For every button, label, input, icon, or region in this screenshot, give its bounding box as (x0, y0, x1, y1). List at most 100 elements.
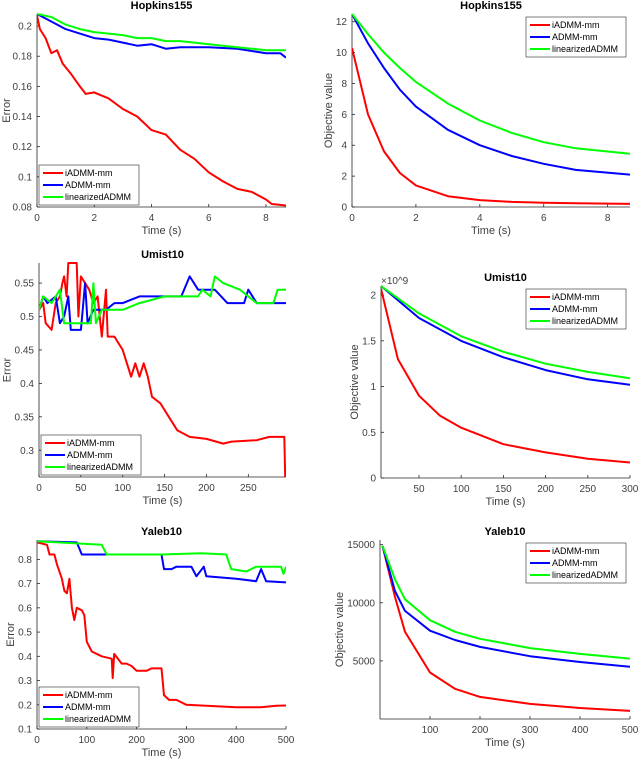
x-tick-label: 4 (149, 213, 155, 224)
subplot-3: 0 50 100 150 200 250 0.3 0.35 0.4 0.45 0.5 0.55 Umis… (2, 249, 286, 507)
legend-entry: linearizedADMM (67, 462, 133, 472)
chart-title: Umist10 (141, 249, 184, 261)
y-tick-label: 0.3 (20, 446, 34, 457)
x-axis-label: Time (s) (142, 747, 182, 759)
series-line-admm-mm (381, 285, 630, 386)
chart-title: Yaleb10 (485, 526, 526, 538)
y-tick-label: 0.45 (15, 345, 35, 356)
series-line-iadmm-mm (381, 288, 630, 464)
y-tick-label: 0.14 (13, 112, 33, 123)
y-tick-label: 0 (370, 474, 376, 485)
legend-entry: iADMM-mm (65, 690, 113, 700)
x-tick-label: 8 (605, 213, 611, 224)
y-axis-label: Error (1, 98, 13, 123)
y-tick-label: 15000 (347, 540, 375, 551)
x-tick-label: 50 (413, 484, 425, 495)
legend-entry: linearizedADMM (552, 316, 618, 326)
series-line-iadmm-mm (352, 47, 630, 205)
series-line-iadmm-mm (39, 262, 286, 477)
x-tick-label: 0 (349, 213, 355, 224)
x-tick-label: 6 (541, 213, 547, 224)
series-line-iadmm-mm (381, 545, 630, 712)
x-tick-label: 0 (34, 213, 40, 224)
x-tick-label: 2 (91, 213, 97, 224)
subplot-1: 0 2 4 6 8 0.08 0.1 0.12 0.14 0.16 0.18 0.2 Hopkins15… (1, 0, 286, 237)
series-line-linearizedadmm (39, 275, 286, 325)
y-axis-label: Error (5, 622, 17, 647)
x-tick-label: 0 (34, 735, 40, 746)
y-axis-label: Objective value (334, 592, 346, 667)
legend: iADMM-mm ADMM-mm linearizedADMM (525, 542, 627, 584)
y-tick-label: 0.4 (18, 652, 32, 663)
x-tick-label: 4 (477, 213, 483, 224)
series-line-admm-mm (352, 13, 630, 176)
x-tick-label: 2 (413, 213, 419, 224)
x-tick-label: 400 (228, 735, 245, 746)
x-tick-label: 500 (622, 725, 639, 736)
y-tick-label: 2 (370, 291, 376, 302)
subplot-5: 0 100 200 300 400 500 0.1 0.2 0.3 0.4 0.5 0.6 0.7 0.8… (5, 526, 295, 759)
x-tick-label: 200 (198, 483, 215, 494)
series-line-admm-mm (381, 545, 630, 668)
x-axis-label: Time (s) (485, 737, 525, 749)
x-tick-label: 200 (537, 484, 554, 495)
y-tick-label: 0.7 (18, 579, 32, 590)
y-tick-label: 0.1 (18, 172, 32, 183)
x-tick-label: 200 (128, 735, 145, 746)
x-tick-label: 100 (422, 725, 439, 736)
series-line-linearizedadmm (37, 540, 286, 575)
y-tick-label: 0.16 (13, 82, 33, 93)
series-line-admm-mm (37, 13, 286, 59)
chart-title: Yaleb10 (141, 526, 182, 538)
legend-entry: ADMM-mm (67, 450, 113, 460)
legend-entry: ADMM-mm (65, 180, 111, 190)
legend-entry: iADMM-mm (65, 168, 113, 178)
subplot-4: 50 100 150 200 250 300 0 0.5 1 1.5 2 Umist10 Time (s… (349, 272, 639, 508)
x-tick-label: 200 (472, 725, 489, 736)
x-tick-label: 150 (156, 483, 173, 494)
y-tick-label: 10000 (347, 598, 375, 609)
y-tick-label: 1.5 (362, 336, 376, 347)
y-exponent-label: ×10^9 (381, 276, 409, 287)
legend-entry: iADMM-mm (67, 438, 115, 448)
x-axis-label: Time (s) (486, 496, 526, 508)
y-tick-label: 0.8 (18, 555, 32, 566)
y-tick-label: 2 (341, 172, 347, 183)
series-line-iadmm-mm (37, 541, 286, 709)
chart-title: Hopkins155 (460, 0, 522, 12)
subplot-6: 100 200 300 400 500 5000 10000 15000 Yaleb10 Time… (334, 526, 639, 749)
y-tick-label: 0.18 (13, 52, 33, 63)
legend-entry: linearizedADMM (552, 44, 618, 54)
y-tick-label: 0 (341, 203, 347, 214)
x-tick-label: 300 (178, 735, 195, 746)
x-tick-label: 6 (206, 213, 212, 224)
series-line-linearizedadmm (352, 13, 630, 155)
legend-entry: linearizedADMM (65, 714, 131, 724)
y-tick-label: 0.5 (20, 312, 34, 323)
legend-entry: iADMM-mm (552, 20, 600, 30)
y-tick-label: 0.1 (18, 725, 32, 736)
y-tick-label: 6 (341, 110, 347, 121)
legend-entry: iADMM-mm (552, 546, 600, 556)
series-line-admm-mm (37, 540, 286, 584)
chart-title: Hopkins155 (131, 0, 193, 12)
x-tick-label: 500 (278, 735, 295, 746)
subplot-2: 0 2 4 6 8 0 2 4 6 8 10 12 Hopkins155 Time (s) Objectiv… (323, 0, 630, 237)
legend: iADMM-mm ADMM-mm linearizedADMM (38, 164, 140, 206)
series-line-iadmm-mm (37, 15, 286, 207)
legend-entry: linearizedADMM (552, 570, 618, 580)
legend: iADMM-mm ADMM-mm linearizedADMM (525, 288, 627, 330)
x-tick-label: 250 (579, 484, 596, 495)
y-tick-label: 0.2 (18, 700, 32, 711)
series-line-linearizedadmm (381, 545, 630, 660)
legend: iADMM-mm ADMM-mm linearizedADMM (525, 16, 627, 58)
x-tick-label: 300 (522, 725, 539, 736)
y-tick-label: 0.4 (20, 379, 34, 390)
legend-entry: linearizedADMM (65, 192, 131, 202)
y-tick-label: 1 (370, 382, 376, 393)
y-axis-label: Objective value (323, 73, 335, 148)
x-tick-label: 8 (263, 213, 269, 224)
y-axis-label: Objective value (349, 344, 361, 419)
series-line-linearizedadmm (37, 13, 286, 52)
